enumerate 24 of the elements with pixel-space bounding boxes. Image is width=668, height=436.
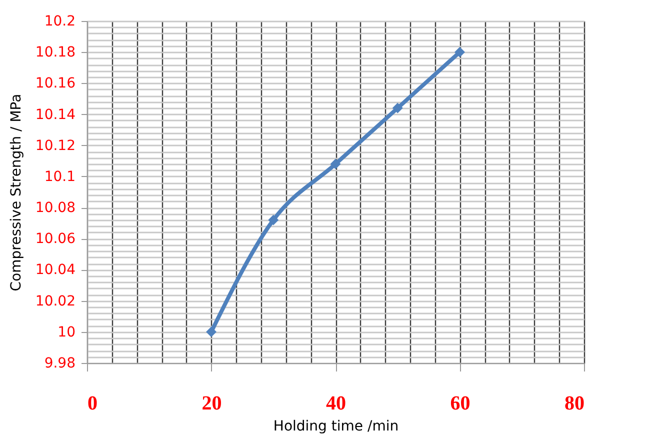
point [392,102,403,114]
x-tick-label: 0 [88,392,98,414]
x-tick-label: 80 [564,392,584,414]
x-axis-title: Holding time /min [273,418,399,434]
y-tick-label: 10.1 [44,168,76,185]
x-tick-label: 20 [202,392,222,414]
x-tick-label: 60 [450,392,470,414]
point [206,326,216,338]
point [268,214,279,226]
y-tick-label: 10.14 [35,106,76,123]
y-tick-label: 10.16 [35,76,76,92]
y-tick-label: 10 [58,324,76,340]
y-tick-label: 9.98 [44,356,76,372]
y-axis-title: Compressive Strength / MPa [8,94,24,292]
point [330,158,341,170]
y-tick-label: 10.02 [35,293,76,310]
y-tick-label: 10.12 [35,138,76,154]
point [454,46,465,58]
x-tick-label: 40 [326,392,346,414]
y-tick-label: 10.04 [35,262,76,278]
y-tick-label: 10.06 [35,231,76,248]
y-tick-label: 10.08 [35,200,76,216]
y-tick-label: 10.18 [35,44,76,61]
y-tick-label: 10.2 [44,14,76,30]
